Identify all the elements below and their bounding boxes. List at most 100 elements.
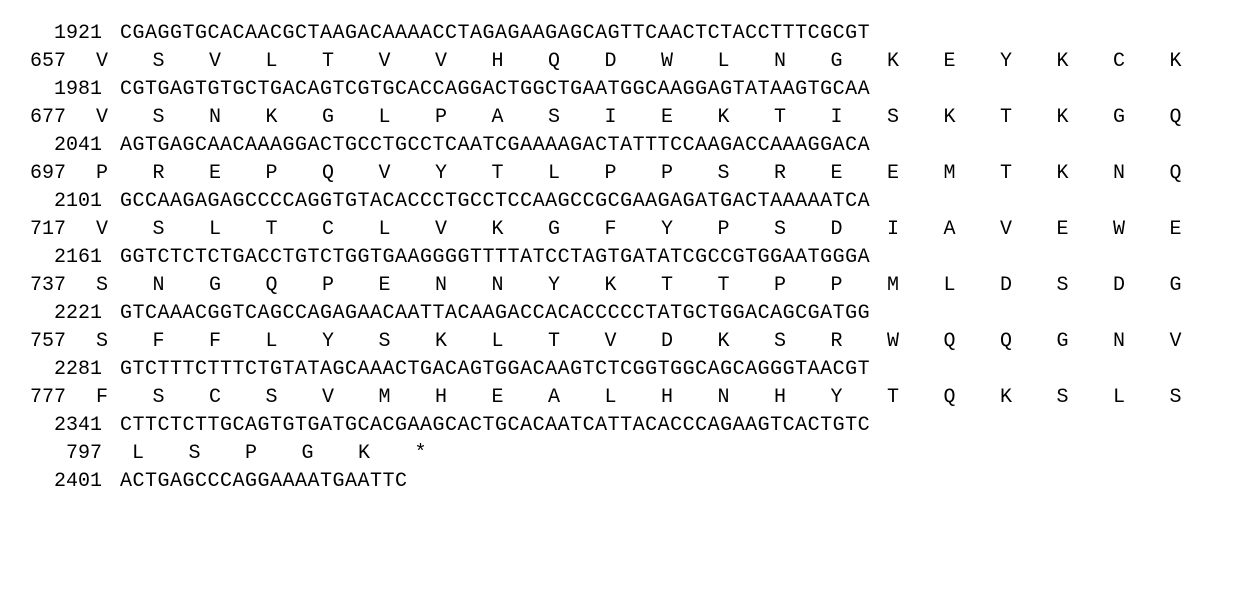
amino-acid: N xyxy=(774,48,831,76)
amino-acid: E xyxy=(209,160,266,188)
amino-acid: Y xyxy=(322,328,379,356)
amino-acid: M xyxy=(887,272,944,300)
amino-acid: E xyxy=(831,160,888,188)
amino-acid: P xyxy=(661,160,718,188)
amino-acid-sequence: VSNKGLPASIEKTISKTKGQ xyxy=(84,104,1226,132)
amino-acid: P xyxy=(605,160,662,188)
nucleotide-row: 2401ACTGAGCCCAGGAAAATGAATTC xyxy=(30,468,1210,496)
amino-acid: V xyxy=(209,48,266,76)
amino-acid: Y xyxy=(661,216,718,244)
amino-acid: S xyxy=(548,104,605,132)
nucleotide-row: 2341 CTTCTCTTGCAGTGTGATGCACGAAGCACTGCACAA… xyxy=(30,412,1210,440)
amino-acid: * xyxy=(415,440,472,468)
amino-acid-sequence: VSLTCLVKGFYPSDIAVEWE xyxy=(84,216,1226,244)
amino-acid: S xyxy=(96,328,153,356)
amino-acid: K xyxy=(1170,48,1227,76)
amino-acid: S xyxy=(1057,272,1114,300)
amino-acid: L xyxy=(605,384,662,412)
amino-acid: L xyxy=(492,328,549,356)
amino-acid: P xyxy=(718,216,775,244)
nucleotide-row: 1921CGAGGTGCACAACGCTAAGACAAAACCTAGAGAAGA… xyxy=(30,20,1210,48)
amino-acid: Q xyxy=(548,48,605,76)
amino-acid: N xyxy=(1113,160,1170,188)
amino-acid: T xyxy=(1000,104,1057,132)
amino-acid: L xyxy=(1113,384,1170,412)
amino-acid: F xyxy=(209,328,266,356)
amino-acid: S xyxy=(96,272,153,300)
amino-acid: K xyxy=(1057,48,1114,76)
amino-acid-sequence: SFFLYSKLTVDKSRWQQGNV xyxy=(84,328,1226,356)
amino-acid: G xyxy=(322,104,379,132)
amino-acid: S xyxy=(153,384,210,412)
amino-acid: T xyxy=(492,160,549,188)
amino-acid: R xyxy=(774,160,831,188)
amino-acid: N xyxy=(435,272,492,300)
amino-acid: F xyxy=(605,216,662,244)
row-number: 2101 xyxy=(30,188,102,216)
amino-acid: G xyxy=(1170,272,1227,300)
amino-acid: P xyxy=(322,272,379,300)
amino-acid: G xyxy=(1113,104,1170,132)
amino-acid: V xyxy=(1000,216,1057,244)
amino-acid: D xyxy=(605,48,662,76)
amino-acid: L xyxy=(132,440,189,468)
amino-acid: K xyxy=(718,328,775,356)
amino-acid: H xyxy=(492,48,549,76)
amino-acid: L xyxy=(548,160,605,188)
amino-acid: W xyxy=(661,48,718,76)
amino-acid: T xyxy=(1000,160,1057,188)
row-number: 717 xyxy=(30,216,66,244)
amino-acid: L xyxy=(944,272,1001,300)
row-number: 737 xyxy=(30,272,66,300)
amino-acid-row: 777FSCSVMHEALHNHYTQKSLS xyxy=(30,384,1210,412)
amino-acid: D xyxy=(661,328,718,356)
nucleotide-row: 2101GCCAAGAGAGCCCCAGGTGTACACCCTGCCTCCAAG… xyxy=(30,188,1210,216)
amino-acid: G xyxy=(548,216,605,244)
amino-acid: S xyxy=(189,440,246,468)
amino-acid: V xyxy=(1170,328,1227,356)
amino-acid: K xyxy=(944,104,1001,132)
amino-acid: S xyxy=(379,328,436,356)
amino-acid: S xyxy=(153,48,210,76)
amino-acid: P xyxy=(266,160,323,188)
amino-acid: I xyxy=(831,104,888,132)
amino-acid: V xyxy=(322,384,379,412)
amino-acid: T xyxy=(661,272,718,300)
amino-acid: S xyxy=(153,104,210,132)
amino-acid: I xyxy=(887,216,944,244)
amino-acid: K xyxy=(887,48,944,76)
amino-acid: W xyxy=(1113,216,1170,244)
amino-acid: E xyxy=(379,272,436,300)
amino-acid: L xyxy=(379,104,436,132)
amino-acid-sequence: SNGQPENNYKTTPPMLDSDG xyxy=(84,272,1226,300)
amino-acid: N xyxy=(209,104,266,132)
amino-acid-row: 737SNGQPENNYKTTPPMLDSDG xyxy=(30,272,1210,300)
amino-acid: D xyxy=(831,216,888,244)
amino-acid: Y xyxy=(831,384,888,412)
amino-acid: S xyxy=(718,160,775,188)
nucleotide-sequence: GGTCTCTCTGACCTGTCTGGTGAAGGGGTTTTATCCTAGT… xyxy=(120,244,870,272)
amino-acid: K xyxy=(358,440,415,468)
amino-acid: L xyxy=(209,216,266,244)
amino-acid: K xyxy=(435,328,492,356)
nucleotide-sequence: CGTGAGTGTGCTGACAGTCGTGCACCAGGACTGGCTGAAT… xyxy=(120,76,870,104)
sequence-listing: 1921CGAGGTGCACAACGCTAAGACAAAACCTAGAGAAGA… xyxy=(30,20,1210,496)
amino-acid: P xyxy=(435,104,492,132)
amino-acid: V xyxy=(96,48,153,76)
nucleotide-row: 2041AGTGAGCAACAAAGGACTGCCTGCCTCAATCGAAAA… xyxy=(30,132,1210,160)
row-number: 2281 xyxy=(30,356,102,384)
amino-acid: S xyxy=(153,216,210,244)
amino-acid: H xyxy=(661,384,718,412)
amino-acid-sequence: LSPGK* xyxy=(120,440,471,468)
amino-acid: I xyxy=(605,104,662,132)
row-number: 2221 xyxy=(30,300,102,328)
amino-acid-row: 657VSVLTVVHQDWLNGKEYKCK xyxy=(30,48,1210,76)
amino-acid: V xyxy=(435,48,492,76)
amino-acid: Q xyxy=(266,272,323,300)
row-number: 2341 xyxy=(30,412,102,440)
amino-acid: E xyxy=(944,48,1001,76)
amino-acid: D xyxy=(1113,272,1170,300)
nucleotide-sequence: AGTGAGCAACAAAGGACTGCCTGCCTCAATCGAAAAGACT… xyxy=(120,132,870,160)
amino-acid-row: 717VSLTCLVKGFYPSDIAVEWE xyxy=(30,216,1210,244)
nucleotide-sequence: CTTCTCTTGCAGTGTGATGCACGAAGCACTGCACAATCAT… xyxy=(120,412,870,440)
